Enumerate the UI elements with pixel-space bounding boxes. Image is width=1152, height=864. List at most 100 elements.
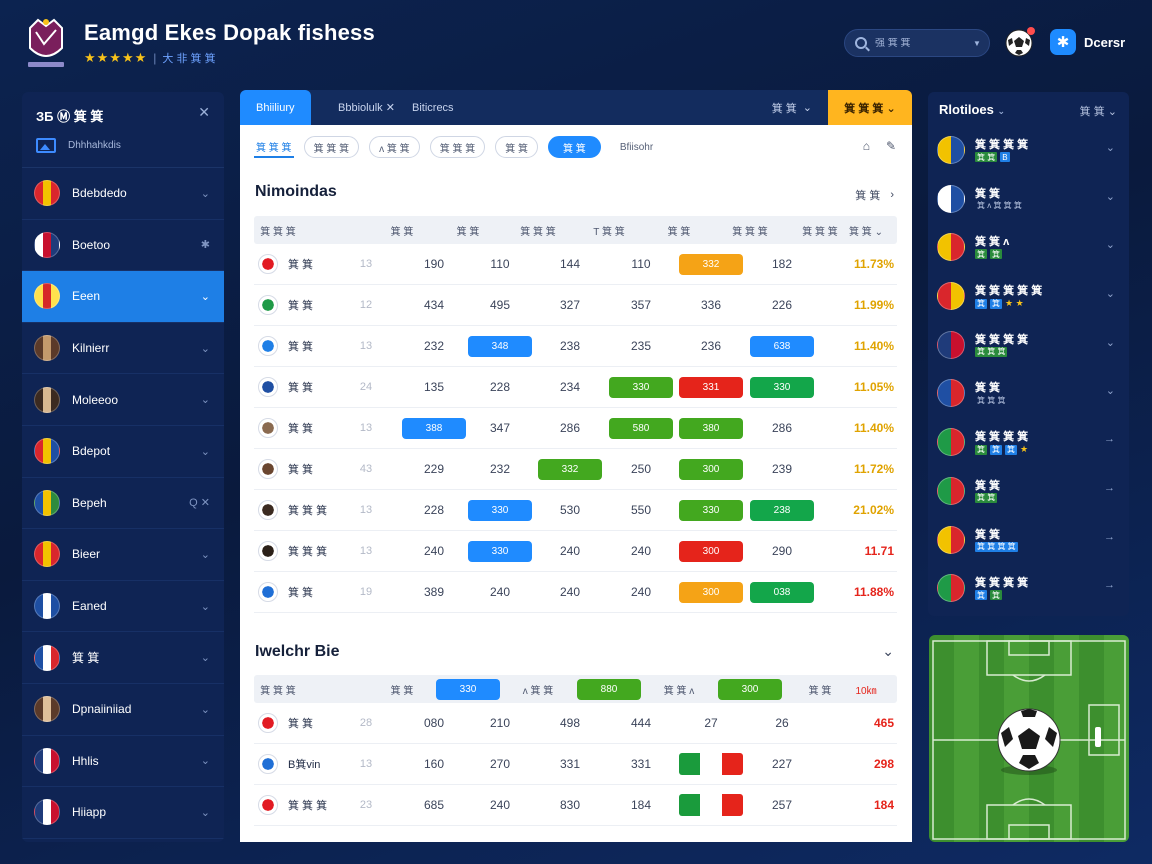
- stat-pill[interactable]: 300: [679, 458, 743, 480]
- search-input[interactable]: [875, 37, 965, 49]
- table-row[interactable]: 箕 箕 箕 13 228 330 530 550 330 238 21.02%: [254, 490, 897, 531]
- column-header[interactable]: 10㎞: [855, 685, 877, 697]
- search-bar[interactable]: ▼: [844, 29, 990, 57]
- stat-pill[interactable]: 388: [402, 417, 466, 439]
- chevron-down-icon[interactable]: ⌄: [200, 755, 210, 768]
- stat-pill[interactable]: 330: [609, 376, 673, 398]
- arrow-right-icon[interactable]: →: [1104, 579, 1115, 592]
- filter-chip[interactable]: 箕 箕 箕: [254, 136, 294, 158]
- stat-pill[interactable]: 332: [538, 458, 602, 480]
- chevron-down-icon[interactable]: ⌄: [200, 394, 210, 407]
- stat-pill[interactable]: 330: [679, 499, 743, 521]
- sidebar-item[interactable]: Hhlis ⌄: [22, 736, 224, 788]
- sidebar-item[interactable]: Eeen ⌄: [22, 271, 224, 323]
- stat-pill[interactable]: 331: [679, 376, 743, 398]
- chevron-down-icon[interactable]: ⌄: [200, 600, 210, 613]
- stat-pill[interactable]: 332: [679, 253, 743, 275]
- stat-pill[interactable]: 330: [468, 540, 532, 562]
- column-header[interactable]: 箕 箕: [390, 685, 414, 697]
- sidebar-item[interactable]: Bieer ⌄: [22, 529, 224, 581]
- column-header[interactable]: 箕 箕 ⌄: [849, 226, 883, 238]
- stat-pill[interactable]: 038: [750, 581, 814, 603]
- column-header[interactable]: 箕 箕 箕: [520, 226, 556, 238]
- chevron-down-icon[interactable]: ⌄: [200, 290, 210, 303]
- collapse-icon[interactable]: ✕: [198, 104, 210, 120]
- sidebar-item[interactable]: Bdepot ⌄: [22, 426, 224, 478]
- fixture-item[interactable]: 箕 箕 箕 箕箕 箕 箕 ⌄: [928, 321, 1129, 370]
- column-header[interactable]: ᴧ 箕 箕: [522, 685, 554, 697]
- highlight-tab[interactable]: 箕 箕 箕 ⌄: [828, 90, 912, 125]
- column-header[interactable]: 箕 箕 ᴧ: [663, 685, 695, 697]
- sidebar-item[interactable]: Hiiapp ⌄: [22, 787, 224, 839]
- stat-pill[interactable]: 330: [750, 376, 814, 398]
- table-row[interactable]: 箕 箕 13 388 347 286 580 380 286 11.40%: [254, 408, 897, 449]
- sidebar-item[interactable]: Dpnaiiniiad ⌄: [22, 684, 224, 736]
- column-header[interactable]: 箕 箕: [456, 226, 480, 238]
- tab-active[interactable]: Bhiiliury: [240, 90, 311, 125]
- column-header[interactable]: 箕 箕 箕: [732, 226, 768, 238]
- tab-3[interactable]: Biticrecs: [412, 101, 454, 114]
- table-row[interactable]: 箕 箕 13 232 348 238 235 236 638 11.40%: [254, 326, 897, 367]
- sidebar-item[interactable]: Moleeoo ⌄: [22, 374, 224, 426]
- chevron-down-icon[interactable]: ⌄: [1105, 385, 1115, 398]
- filter-chip[interactable]: 箕 箕 箕: [429, 136, 486, 158]
- home-icon[interactable]: ⌂: [862, 139, 870, 153]
- stat-pill[interactable]: 330: [468, 499, 532, 521]
- chevron-down-icon[interactable]: ⌄: [1105, 288, 1115, 301]
- column-header[interactable]: 箕 箕 箕: [260, 226, 296, 238]
- sidebar-item[interactable]: 箕 箕 ⌄: [22, 632, 224, 684]
- chevron-down-icon[interactable]: ▼: [973, 38, 981, 48]
- chevron-down-icon[interactable]: Q ✕: [189, 497, 210, 510]
- section1-more-link[interactable]: 箕 箕 ›: [855, 187, 894, 203]
- filter-chip[interactable]: Bfiisohr: [619, 141, 654, 153]
- table-row[interactable]: 箕 箕 19 389 240 240 240 300 038 11.88%: [254, 572, 897, 613]
- stat-pill[interactable]: 380: [679, 417, 743, 439]
- right-panel-filter[interactable]: 箕 箕 ⌄: [1079, 106, 1117, 118]
- chevron-down-icon[interactable]: ⌄: [1105, 190, 1115, 203]
- sidebar-item[interactable]: Boetoo ✱: [22, 220, 224, 272]
- user-menu-button[interactable]: ✱ Dcersr: [1050, 29, 1125, 55]
- chevron-down-icon[interactable]: ⌄: [200, 652, 210, 665]
- column-header[interactable]: 箕 箕: [390, 226, 414, 238]
- fixture-item[interactable]: 箕 箕箕 箕 →: [928, 467, 1129, 516]
- chevron-down-icon[interactable]: ✱: [200, 239, 210, 252]
- sidebar-item[interactable]: Bepeh Q ✕: [22, 478, 224, 530]
- fixture-item[interactable]: 箕 箕 箕 箕箕箕箕 ★ →: [928, 418, 1129, 467]
- filter-chip[interactable]: 箕 箕: [495, 136, 539, 158]
- chevron-down-icon[interactable]: ⌄: [200, 806, 210, 819]
- chevron-down-icon[interactable]: ⌄: [200, 342, 210, 355]
- right-panel-title[interactable]: Rlotiloes ⌄: [939, 102, 1005, 117]
- header-pill[interactable]: 880: [577, 678, 641, 700]
- stat-pill[interactable]: 638: [750, 335, 814, 357]
- chevron-down-icon[interactable]: ⌄: [200, 548, 210, 561]
- sidebar-item[interactable]: Bdebdedo ⌄: [22, 168, 224, 220]
- stat-pill[interactable]: 238: [750, 499, 814, 521]
- header-pill[interactable]: 330: [436, 678, 500, 700]
- tab-sort-dropdown[interactable]: 箕 箕 ⌄: [772, 90, 812, 125]
- table-row[interactable]: 箕 箕 12 434 495 327 357 336 226 11.99%: [254, 285, 897, 326]
- chevron-down-icon[interactable]: ⌄: [1105, 239, 1115, 252]
- fixture-item[interactable]: 箕 箕箕 箕 箕 ⌄: [928, 369, 1129, 418]
- app-logo[interactable]: [24, 14, 68, 70]
- tab-2[interactable]: Bbbiolulk ✕: [338, 102, 395, 114]
- header-pill[interactable]: 300: [718, 678, 782, 700]
- arrow-right-icon[interactable]: →: [1104, 433, 1115, 446]
- table-row[interactable]: 箕 箕 13 190 110 144 110 332 182 11.73%: [254, 244, 897, 285]
- fixture-item[interactable]: 箕 箕 ᴧ 箕箕 ⌄: [928, 223, 1129, 272]
- column-header[interactable]: 箕 箕: [808, 685, 832, 697]
- arrow-right-icon[interactable]: →: [1104, 481, 1115, 494]
- fixture-item[interactable]: 箕 箕 箕 箕 箕箕箕 ★ ★ ⌄: [928, 272, 1129, 321]
- chevron-down-icon[interactable]: ⌄: [200, 187, 210, 200]
- column-header[interactable]: 箕 箕 箕: [260, 685, 296, 697]
- section2-toggle[interactable]: ⌄: [882, 643, 894, 660]
- edit-icon[interactable]: ✎: [885, 139, 896, 153]
- column-header[interactable]: T 箕 箕: [593, 226, 625, 238]
- table-row[interactable]: 箕 箕 28 080 210 498 444 27 26 465: [254, 703, 897, 744]
- chevron-down-icon[interactable]: ⌄: [200, 703, 210, 716]
- table-row[interactable]: 箕 箕 24 135 228 234 330 331 330 11.05%: [254, 367, 897, 408]
- filter-chip[interactable]: 箕 箕 箕: [303, 136, 360, 158]
- table-row[interactable]: B箕vin 13 160 270 331 331 227 298: [254, 744, 897, 785]
- fixture-item[interactable]: 箕 箕箕 箕 箕 箕 →: [928, 516, 1129, 565]
- column-header[interactable]: 箕 箕 箕: [802, 226, 838, 238]
- chevron-down-icon[interactable]: ⌄: [1105, 142, 1115, 154]
